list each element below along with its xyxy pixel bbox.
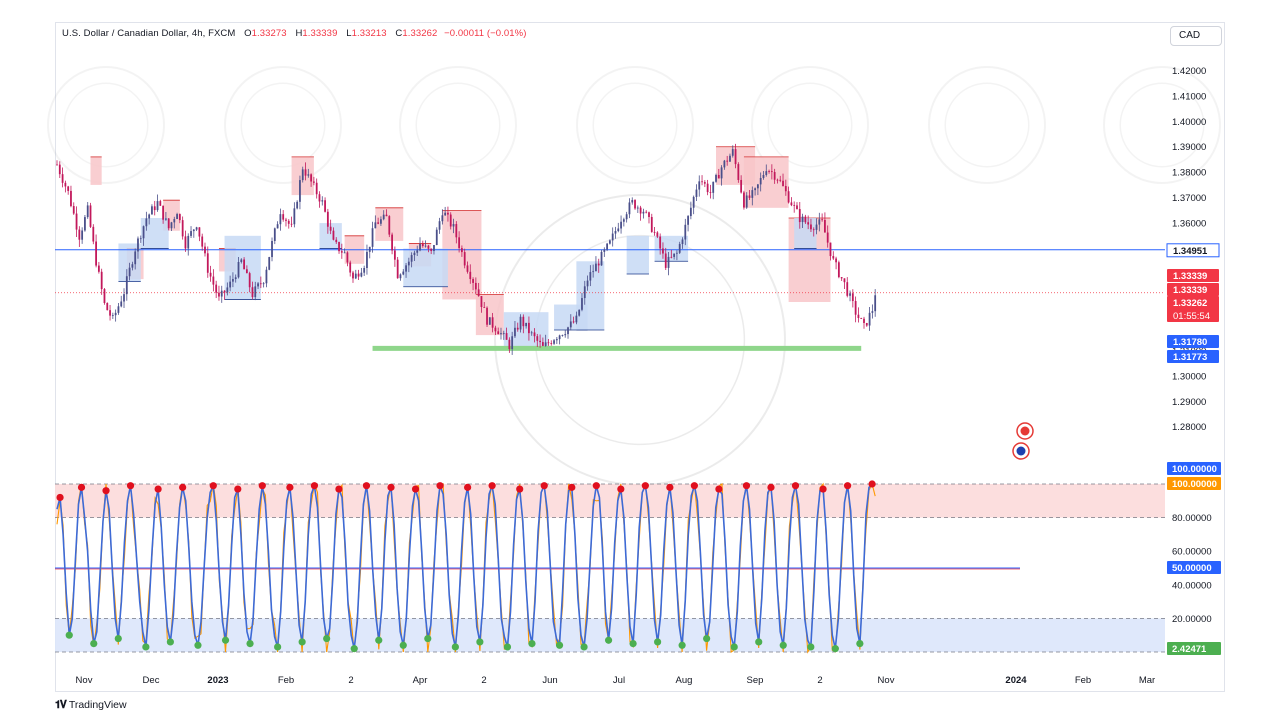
close-value: 1.33262 (402, 28, 438, 39)
tradingview-label: TradingView (68, 699, 127, 711)
symbol-legend: U.S. Dollar / Canadian Dollar, 4h, FXCM … (62, 28, 527, 39)
symbol-title: U.S. Dollar / Canadian Dollar, 4h, FXCM (62, 28, 236, 39)
tradingview-logo: 𝟏𝐕 TradingView (55, 699, 127, 712)
change-value: −0.00011 (−0.01%) (444, 28, 527, 39)
open-key: O (244, 28, 252, 39)
chart-frame (55, 22, 1225, 692)
currency-button[interactable]: CAD (1170, 26, 1222, 46)
low-key: L (346, 28, 352, 39)
tradingview-mark-icon: 𝟏𝐕 (55, 699, 67, 711)
high-key: H (295, 28, 303, 39)
close-key: C (395, 28, 403, 39)
open-value: 1.33273 (251, 28, 287, 39)
low-value: 1.33213 (351, 28, 387, 39)
high-value: 1.33339 (302, 28, 338, 39)
